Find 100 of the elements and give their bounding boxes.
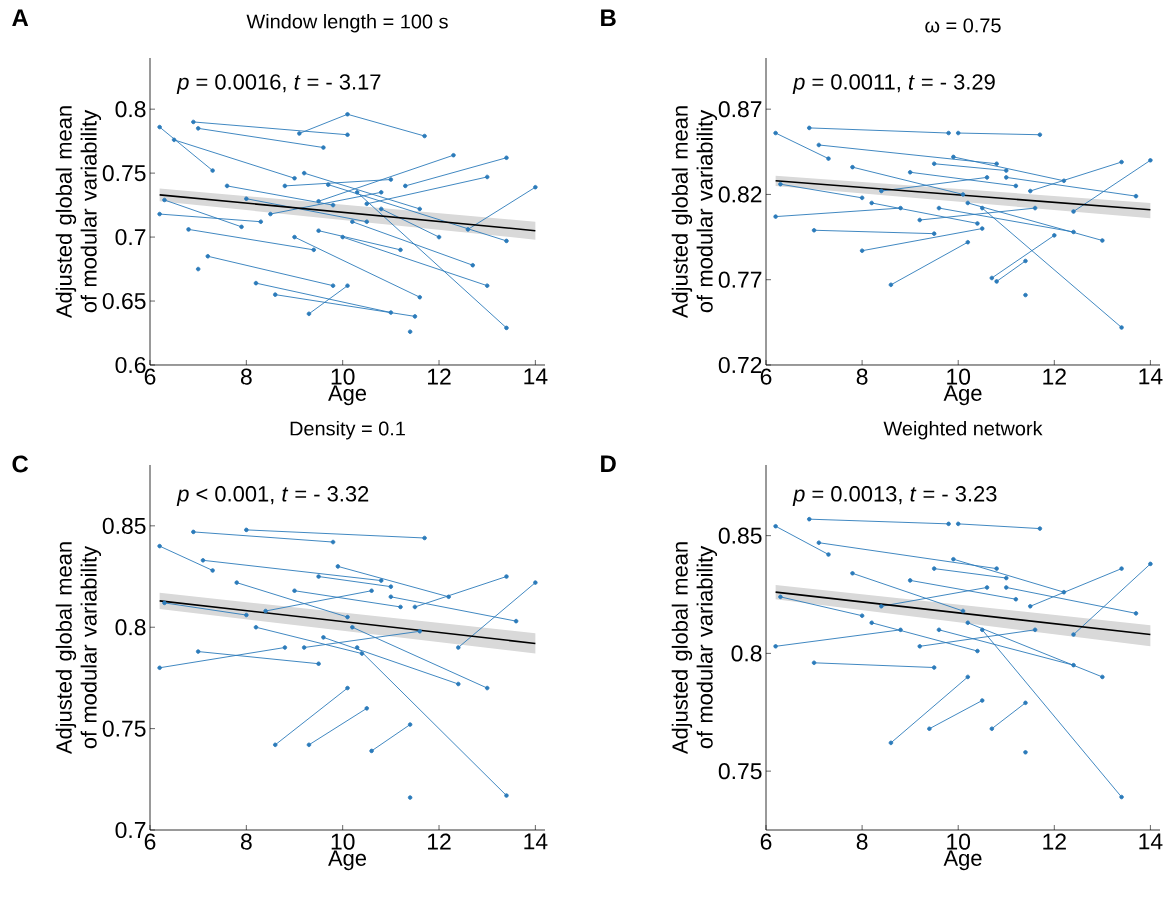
x-axis-title: Age xyxy=(943,385,982,406)
point xyxy=(484,685,490,691)
point xyxy=(965,674,971,680)
x-tick-label: 10 xyxy=(947,833,971,850)
point xyxy=(195,649,201,654)
point xyxy=(191,119,196,125)
y-tick-label: 0.82 xyxy=(718,186,762,203)
y-tick-label: 0.75 xyxy=(102,165,146,182)
point xyxy=(960,192,966,197)
point xyxy=(388,584,394,589)
point xyxy=(388,310,394,315)
point xyxy=(369,748,374,754)
point xyxy=(301,645,307,650)
y-tick-label: 0.87 xyxy=(718,101,762,118)
point xyxy=(504,574,509,579)
point xyxy=(195,266,201,272)
point xyxy=(456,645,461,650)
point xyxy=(258,219,264,224)
point xyxy=(186,227,191,232)
x-tick-label: 6 xyxy=(144,833,156,850)
point xyxy=(1032,627,1038,633)
point xyxy=(417,629,422,634)
point xyxy=(1100,674,1105,680)
x-tick-label: 10 xyxy=(331,833,355,850)
point xyxy=(292,588,297,593)
point xyxy=(364,219,370,224)
point xyxy=(826,552,831,557)
point xyxy=(244,527,249,533)
y-tick-label: 0.8 xyxy=(115,101,146,118)
point xyxy=(816,142,822,148)
point xyxy=(773,523,778,529)
text: A xyxy=(12,9,29,26)
point xyxy=(533,184,538,190)
point xyxy=(979,627,985,633)
point xyxy=(345,112,350,117)
y-tick-label: 0.85 xyxy=(102,517,146,534)
point xyxy=(850,571,855,576)
x-axis-title: Age xyxy=(328,385,367,406)
point xyxy=(195,126,201,131)
point xyxy=(1028,604,1033,609)
point xyxy=(345,614,350,620)
point xyxy=(807,516,812,522)
point xyxy=(1071,662,1076,668)
point xyxy=(244,196,249,201)
point xyxy=(470,262,475,268)
point xyxy=(388,594,394,600)
point xyxy=(1133,611,1139,616)
point xyxy=(335,564,341,569)
point xyxy=(321,635,326,640)
point xyxy=(888,740,894,746)
point xyxy=(1071,209,1076,214)
point xyxy=(869,200,874,206)
point xyxy=(975,221,980,226)
point xyxy=(989,726,995,731)
point xyxy=(1061,178,1067,184)
point xyxy=(412,604,418,610)
point xyxy=(898,627,903,633)
point xyxy=(1023,292,1028,298)
point xyxy=(359,651,365,656)
point xyxy=(398,604,403,610)
point xyxy=(955,521,961,527)
point xyxy=(345,132,350,137)
point xyxy=(330,283,336,288)
point xyxy=(975,648,980,654)
point xyxy=(807,125,812,131)
point xyxy=(811,228,817,233)
point xyxy=(301,170,307,176)
point xyxy=(1061,589,1067,595)
point xyxy=(513,618,519,624)
point xyxy=(253,624,259,630)
point xyxy=(816,540,822,545)
point xyxy=(417,294,422,300)
y-tick-label: 0.75 xyxy=(718,763,762,780)
y-tick-label: 0.65 xyxy=(102,292,146,310)
point xyxy=(533,580,538,585)
point xyxy=(316,574,321,579)
point xyxy=(936,205,942,211)
point xyxy=(994,566,999,571)
point xyxy=(994,161,999,166)
y-axis-title: Adjusted global mean of modular variability xyxy=(55,542,102,755)
x-tick-label: 12 xyxy=(1043,368,1066,385)
point xyxy=(157,665,162,671)
point xyxy=(316,228,321,233)
point xyxy=(931,665,937,670)
point xyxy=(965,200,971,206)
annotation: p = 0.0016, t = - 3.17 xyxy=(176,74,381,95)
point xyxy=(191,529,196,535)
point xyxy=(282,645,288,650)
x-tick-label: 6 xyxy=(144,368,156,385)
point xyxy=(268,211,273,217)
point xyxy=(321,145,326,150)
point xyxy=(778,181,783,187)
point xyxy=(931,231,937,236)
point xyxy=(1119,794,1124,800)
x-tick-label: 8 xyxy=(240,833,252,850)
point xyxy=(931,566,937,571)
point xyxy=(1004,585,1009,590)
point xyxy=(484,283,490,288)
chart-title: Weighted network xyxy=(883,420,1043,440)
point xyxy=(1004,175,1009,180)
